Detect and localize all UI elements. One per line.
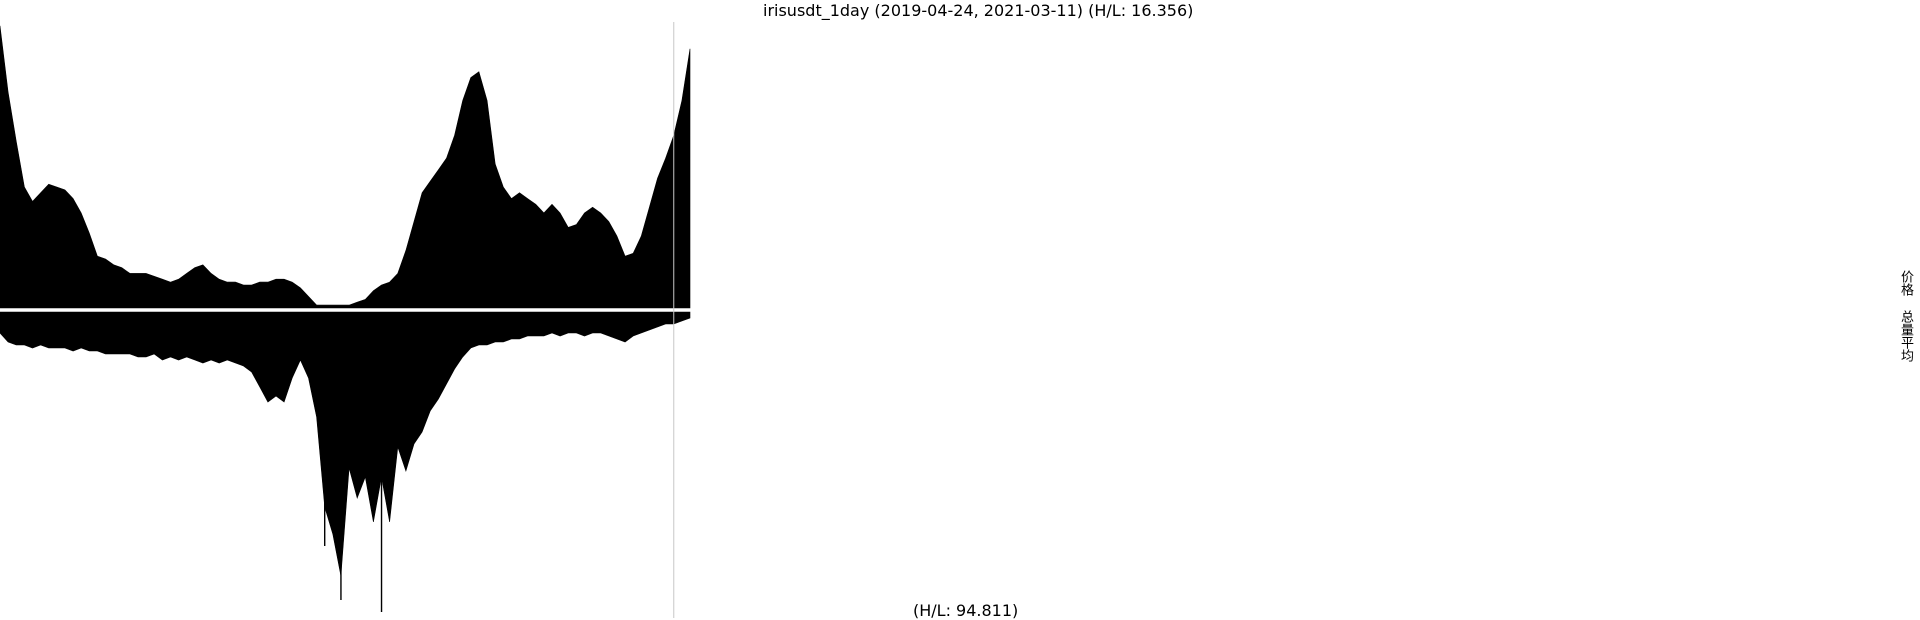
legend: 价格 总量平均: [1896, 270, 1914, 362]
price-series-area: [0, 25, 691, 309]
volume-average-series-area: [0, 311, 691, 577]
chart-title: irisusdt_1day (2019-04-24, 2021-03-11) (…: [763, 1, 1194, 20]
legend-entry-price: 价格: [1898, 270, 1913, 296]
baseline: [0, 308, 690, 312]
volume-hl-label: (H/L: 94.811): [913, 601, 1019, 620]
legend-entry-volume-average: 总量平均: [1898, 310, 1913, 362]
